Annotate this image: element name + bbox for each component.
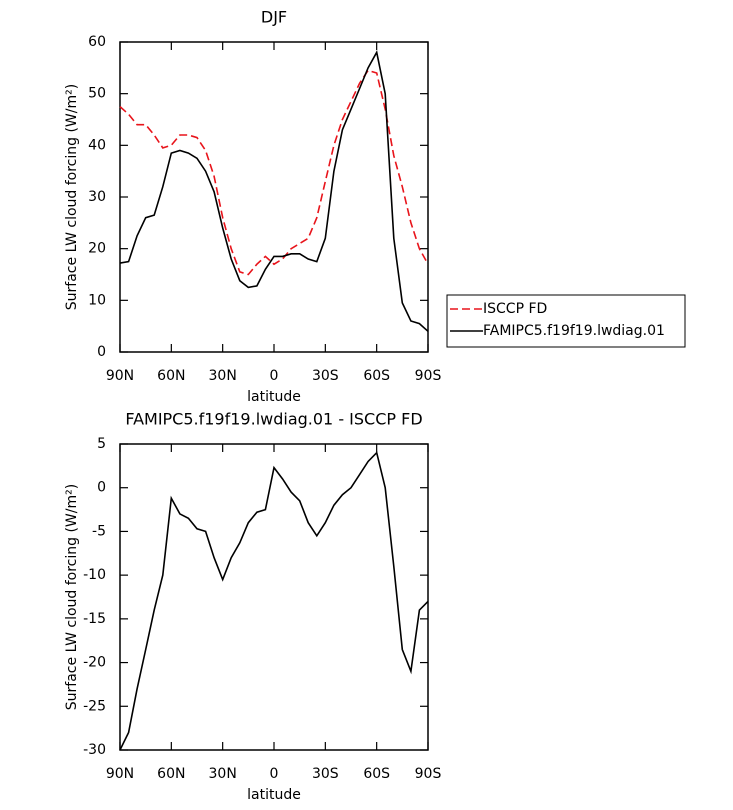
x-tick-label: 60N — [157, 368, 185, 384]
y-tick-label: -10 — [83, 567, 106, 583]
x-tick-label: 90S — [415, 368, 442, 384]
y-tick-label: -25 — [83, 698, 106, 714]
x-tick-label: 90N — [106, 368, 134, 384]
y-tick-label: -15 — [83, 611, 106, 627]
y-tick-label: 30 — [88, 189, 106, 205]
y-axis-label: Surface LW cloud forcing (W/m²) — [64, 484, 80, 710]
data-line — [119, 69, 429, 276]
y-tick-label: 60 — [88, 34, 106, 50]
x-tick-label: 0 — [270, 766, 279, 782]
legend-label: FAMIPC5.f19f19.lwdiag.01 — [483, 323, 665, 339]
x-tick-label: 30N — [209, 368, 237, 384]
y-axis-label: Surface LW cloud forcing (W/m²) — [64, 84, 80, 310]
y-tick-label: 0 — [97, 480, 106, 496]
x-tick-label: 90S — [415, 766, 442, 782]
y-tick-label: -30 — [83, 742, 106, 758]
x-tick-label: 30N — [209, 766, 237, 782]
x-tick-label: 0 — [270, 368, 279, 384]
y-tick-label: 20 — [88, 241, 106, 257]
x-axis-label: latitude — [247, 787, 301, 803]
data-line — [119, 451, 429, 751]
y-tick-label: -5 — [92, 523, 106, 539]
x-tick-label: 30S — [312, 766, 339, 782]
x-axis-label: latitude — [247, 389, 301, 405]
y-tick-label: 5 — [97, 436, 106, 452]
data-line — [119, 50, 429, 332]
y-tick-label: 0 — [97, 344, 106, 360]
x-tick-label: 90N — [106, 766, 134, 782]
y-tick-label: -20 — [83, 655, 106, 671]
y-tick-label: 50 — [88, 86, 106, 102]
x-tick-label: 60N — [157, 766, 185, 782]
y-tick-label: 10 — [88, 292, 106, 308]
x-tick-label: 30S — [312, 368, 339, 384]
legend-box — [446, 294, 686, 348]
plot-frame — [119, 41, 429, 353]
chart-title: FAMIPC5.f19f19.lwdiag.01 - ISCCP FD — [125, 410, 422, 429]
chart-title: DJF — [261, 8, 287, 27]
legend-label: ISCCP FD — [483, 301, 547, 317]
x-tick-label: 60S — [363, 368, 390, 384]
x-tick-label: 60S — [363, 766, 390, 782]
plot-frame — [119, 443, 429, 751]
y-tick-label: 40 — [88, 137, 106, 153]
